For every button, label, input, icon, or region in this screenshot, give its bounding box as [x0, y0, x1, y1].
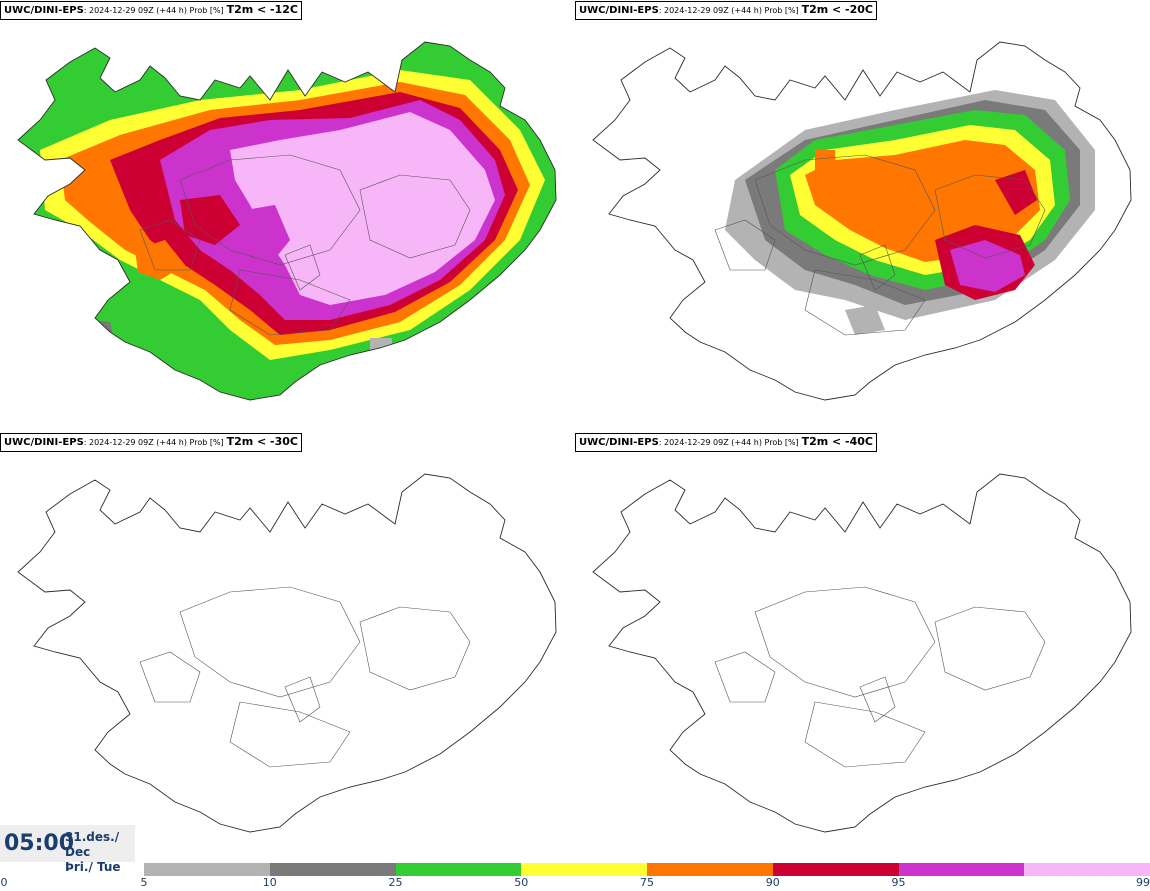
probability-colorbar	[144, 863, 1150, 876]
colorbar-segment	[1024, 863, 1150, 876]
model-name: UWC/DINI-EPS	[4, 437, 84, 448]
coastline	[592, 41, 1132, 401]
valid-date-line: 31.des./ Dec	[65, 830, 120, 859]
colorbar-tick-label: 5	[140, 876, 148, 889]
colorbar-tick-label: 95	[891, 876, 906, 889]
run-info: : 2024-12-29 09Z (+44 h) Prob [%]	[83, 438, 224, 447]
iceland-probability-map	[592, 473, 1132, 833]
colorbar-tick-label: 0	[0, 876, 8, 889]
colorbar-tick-label: 90	[765, 876, 780, 889]
run-info: : 2024-12-29 09Z (+44 h) Prob [%]	[658, 6, 799, 15]
colorbar-tick-label: 50	[514, 876, 529, 889]
panel-title: UWC/DINI-EPS: 2024-12-29 09Z (+44 h) Pro…	[0, 1, 303, 20]
colorbar-segment	[647, 863, 773, 876]
valid-day-line: Þri./ Tue	[65, 860, 121, 874]
model-name: UWC/DINI-EPS	[579, 5, 659, 16]
iceland-probability-map	[17, 41, 557, 401]
run-info: : 2024-12-29 09Z (+44 h) Prob [%]	[83, 6, 224, 15]
colorbar-segment	[269, 863, 396, 876]
glacier-contours	[714, 586, 1046, 768]
coastline	[17, 473, 557, 833]
coastline	[17, 41, 557, 401]
colorbar-tick-label: 99	[1136, 876, 1150, 889]
colorbar-segment	[144, 863, 270, 876]
colorbar-tick-label: 75	[640, 876, 654, 889]
colorbar-segment	[521, 863, 647, 876]
model-name: UWC/DINI-EPS	[579, 437, 659, 448]
panel-title: UWC/DINI-EPS: 2024-12-29 09Z (+44 h) Pro…	[575, 433, 878, 452]
probability-field	[725, 90, 1095, 335]
map-panel-t2m-lt-20: UWC/DINI-EPS: 2024-12-29 09Z (+44 h) Pro…	[575, 0, 1150, 432]
glacier-contours	[139, 586, 471, 768]
valid-date: 31.des./ Dec Þri./ Tue	[65, 830, 135, 875]
map-panel-t2m-lt-12: UWC/DINI-EPS: 2024-12-29 09Z (+44 h) Pro…	[0, 0, 575, 432]
colorbar-segment	[772, 863, 899, 876]
map-panel-t2m-lt-40: UWC/DINI-EPS: 2024-12-29 09Z (+44 h) Pro…	[575, 432, 1150, 864]
colorbar-segment	[898, 863, 1025, 876]
valid-time: 05:00	[4, 831, 75, 856]
iceland-probability-map	[17, 473, 557, 833]
panel-title: UWC/DINI-EPS: 2024-12-29 09Z (+44 h) Pro…	[0, 433, 303, 452]
threshold-label: T2m < -40C	[801, 435, 874, 448]
colorbar-tick-labels: 0 5 10 25 50 75 90 95 99	[0, 876, 1150, 890]
model-name: UWC/DINI-EPS	[4, 5, 84, 16]
map-panel-t2m-lt-30: UWC/DINI-EPS: 2024-12-29 09Z (+44 h) Pro…	[0, 432, 575, 864]
glacier-contours	[139, 154, 471, 336]
colorbar-tick-label: 10	[262, 876, 277, 889]
probability-field	[18, 42, 556, 400]
colorbar-tick-label: 25	[388, 876, 403, 889]
panel-title: UWC/DINI-EPS: 2024-12-29 09Z (+44 h) Pro…	[575, 1, 878, 20]
threshold-label: T2m < -30C	[226, 435, 299, 448]
colorbar-segment	[395, 863, 522, 876]
iceland-probability-map	[592, 41, 1132, 401]
threshold-label: T2m < -20C	[801, 3, 874, 16]
valid-time-box: 05:00 31.des./ Dec Þri./ Tue	[0, 825, 135, 874]
coastline	[592, 473, 1132, 833]
run-info: : 2024-12-29 09Z (+44 h) Prob [%]	[658, 438, 799, 447]
threshold-label: T2m < -12C	[226, 3, 299, 16]
glacier-contours	[714, 154, 1046, 336]
